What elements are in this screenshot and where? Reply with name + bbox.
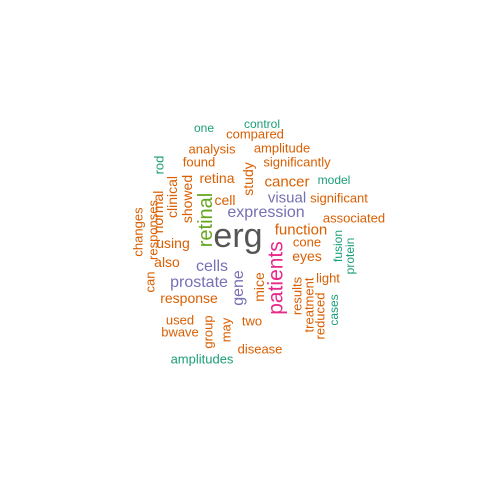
word-patients: patients bbox=[264, 241, 288, 315]
word-cancer: cancer bbox=[264, 173, 310, 191]
word-retinal: retinal bbox=[195, 192, 217, 248]
word-model: model bbox=[317, 173, 351, 187]
word-cell: cell bbox=[214, 192, 236, 208]
word-study: study bbox=[240, 162, 256, 196]
word-used: used bbox=[165, 312, 195, 328]
word-changes: changes bbox=[130, 207, 146, 257]
word-also: also bbox=[154, 254, 180, 270]
word-eyes: eyes bbox=[292, 248, 322, 264]
word-mice: mice bbox=[251, 272, 267, 302]
word-light: light bbox=[316, 270, 340, 286]
word-protein: protein bbox=[343, 237, 357, 275]
word-rod: rod bbox=[151, 155, 167, 175]
word-responses: responses bbox=[145, 200, 161, 260]
word-can: can bbox=[142, 271, 158, 293]
word-found: found bbox=[182, 154, 216, 170]
word-control: control bbox=[243, 117, 281, 131]
word-associated: associated bbox=[322, 210, 386, 226]
word-prostate: prostate bbox=[170, 274, 228, 291]
word-reduced: reduced bbox=[312, 292, 328, 340]
word-erg: erg bbox=[213, 217, 263, 255]
word-using: using bbox=[156, 235, 190, 251]
word-gene: gene bbox=[230, 270, 247, 306]
word-expression: expression bbox=[227, 204, 305, 221]
word-group: group bbox=[200, 315, 216, 349]
word-function: function bbox=[274, 221, 328, 239]
word-amplitudes: amplitudes bbox=[170, 351, 234, 367]
word-cone: cone bbox=[292, 234, 322, 250]
word-clinical: clinical bbox=[164, 175, 180, 219]
word-two: two bbox=[241, 313, 263, 329]
word-cells: cells bbox=[195, 258, 229, 275]
word-compared: compared bbox=[226, 126, 284, 142]
word-significant: significant bbox=[310, 190, 368, 206]
word-may: may bbox=[218, 317, 234, 343]
word-visual: visual bbox=[267, 189, 307, 207]
word-retina: retina bbox=[199, 170, 235, 186]
word-disease: disease bbox=[237, 341, 283, 357]
word-cases: cases bbox=[327, 294, 341, 326]
word-significantly: significantly bbox=[263, 154, 331, 170]
word-showed: showed bbox=[179, 174, 195, 224]
word-bwave: bwave bbox=[161, 324, 199, 340]
word-response: response bbox=[160, 290, 218, 306]
word-analysis: analysis bbox=[188, 141, 236, 157]
word-amplitude: amplitude bbox=[253, 140, 311, 156]
word-one: one bbox=[193, 121, 215, 135]
